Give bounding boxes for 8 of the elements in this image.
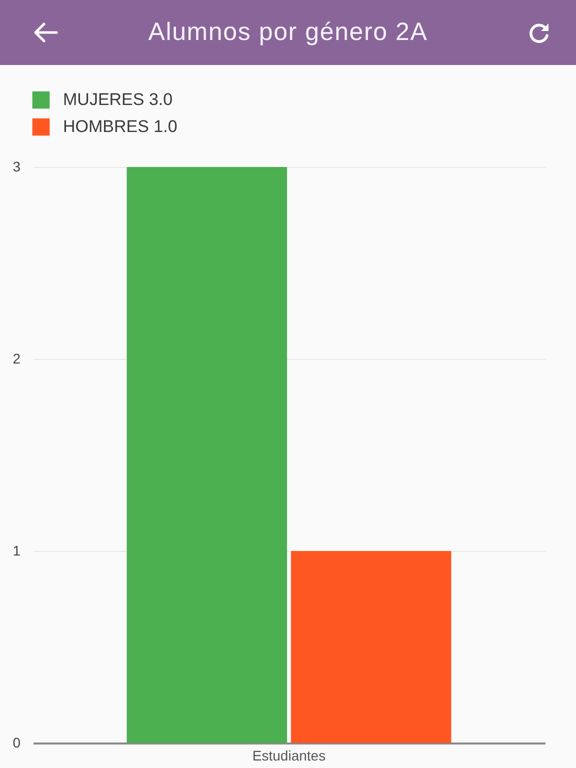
x-tick-label: Estudiantes (252, 748, 326, 764)
legend-label: MUJERES 3.0 (63, 90, 173, 109)
app-bar: Alumnos por género 2A (0, 0, 576, 65)
y-tick-label: 2 (12, 350, 21, 366)
y-tick-label: 1 (12, 542, 21, 558)
legend-label: HOMBRES 1.0 (63, 117, 178, 136)
y-tick-label: 3 (12, 158, 21, 174)
y-tick-label: 0 (12, 734, 21, 750)
